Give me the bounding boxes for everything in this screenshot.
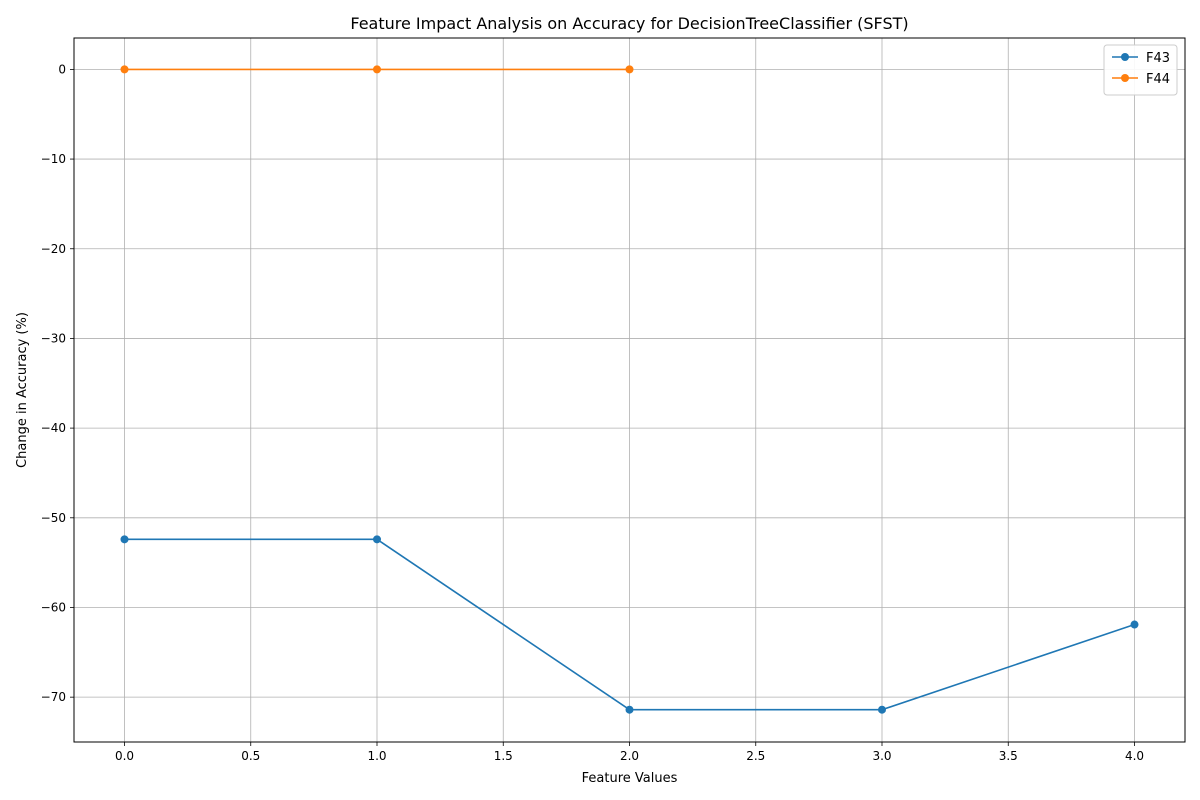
x-tick-label: 0.0: [115, 749, 134, 763]
data-point: [373, 65, 381, 74]
x-tick-label: 1.0: [367, 749, 386, 763]
y-tick-label: −60: [41, 600, 66, 614]
x-tick-label: 1.5: [494, 749, 513, 763]
y-tick-label: −20: [41, 242, 66, 256]
y-tick-label: −10: [41, 152, 66, 166]
y-axis-label: Change in Accuracy (%): [15, 312, 30, 468]
legend-marker: [1121, 74, 1129, 82]
chart-title: Feature Impact Analysis on Accuracy for …: [350, 14, 908, 33]
legend-label: F43: [1146, 51, 1170, 66]
legend-marker: [1121, 53, 1129, 61]
y-tick-label: −50: [41, 511, 66, 525]
data-point: [120, 65, 129, 74]
data-point: [625, 705, 634, 714]
data-point: [373, 535, 381, 544]
y-tick-label: −30: [41, 331, 66, 345]
x-tick-label: 2.5: [746, 749, 765, 763]
axis-ticks: 0.0 0.5 1.0 1.5 2.0 2.5 3.0 3.5 4.0 0 −10 −20 −30 −40…: [41, 62, 1144, 763]
data-point: [1130, 620, 1139, 629]
y-tick-label: −70: [41, 690, 66, 704]
x-tick-label: 3.5: [999, 749, 1018, 763]
y-tick-label: 0: [58, 62, 66, 76]
legend-item-f44: F44: [1112, 72, 1170, 87]
series-group: [120, 65, 1139, 714]
grid: [74, 38, 1185, 742]
legend-item-f43: F43: [1112, 51, 1170, 66]
data-point: [120, 535, 129, 544]
y-tick-label: −40: [41, 421, 66, 435]
data-point: [625, 65, 634, 74]
legend-label: F44: [1146, 72, 1170, 87]
x-tick-label: 0.5: [241, 749, 260, 763]
series-f44: [120, 65, 634, 74]
x-tick-label: 2.0: [620, 749, 639, 763]
x-tick-label: 4.0: [1125, 749, 1144, 763]
data-point: [878, 705, 886, 714]
x-tick-label: 3.0: [872, 749, 891, 763]
series-f43: [120, 535, 1139, 714]
x-axis-label: Feature Values: [582, 771, 678, 786]
